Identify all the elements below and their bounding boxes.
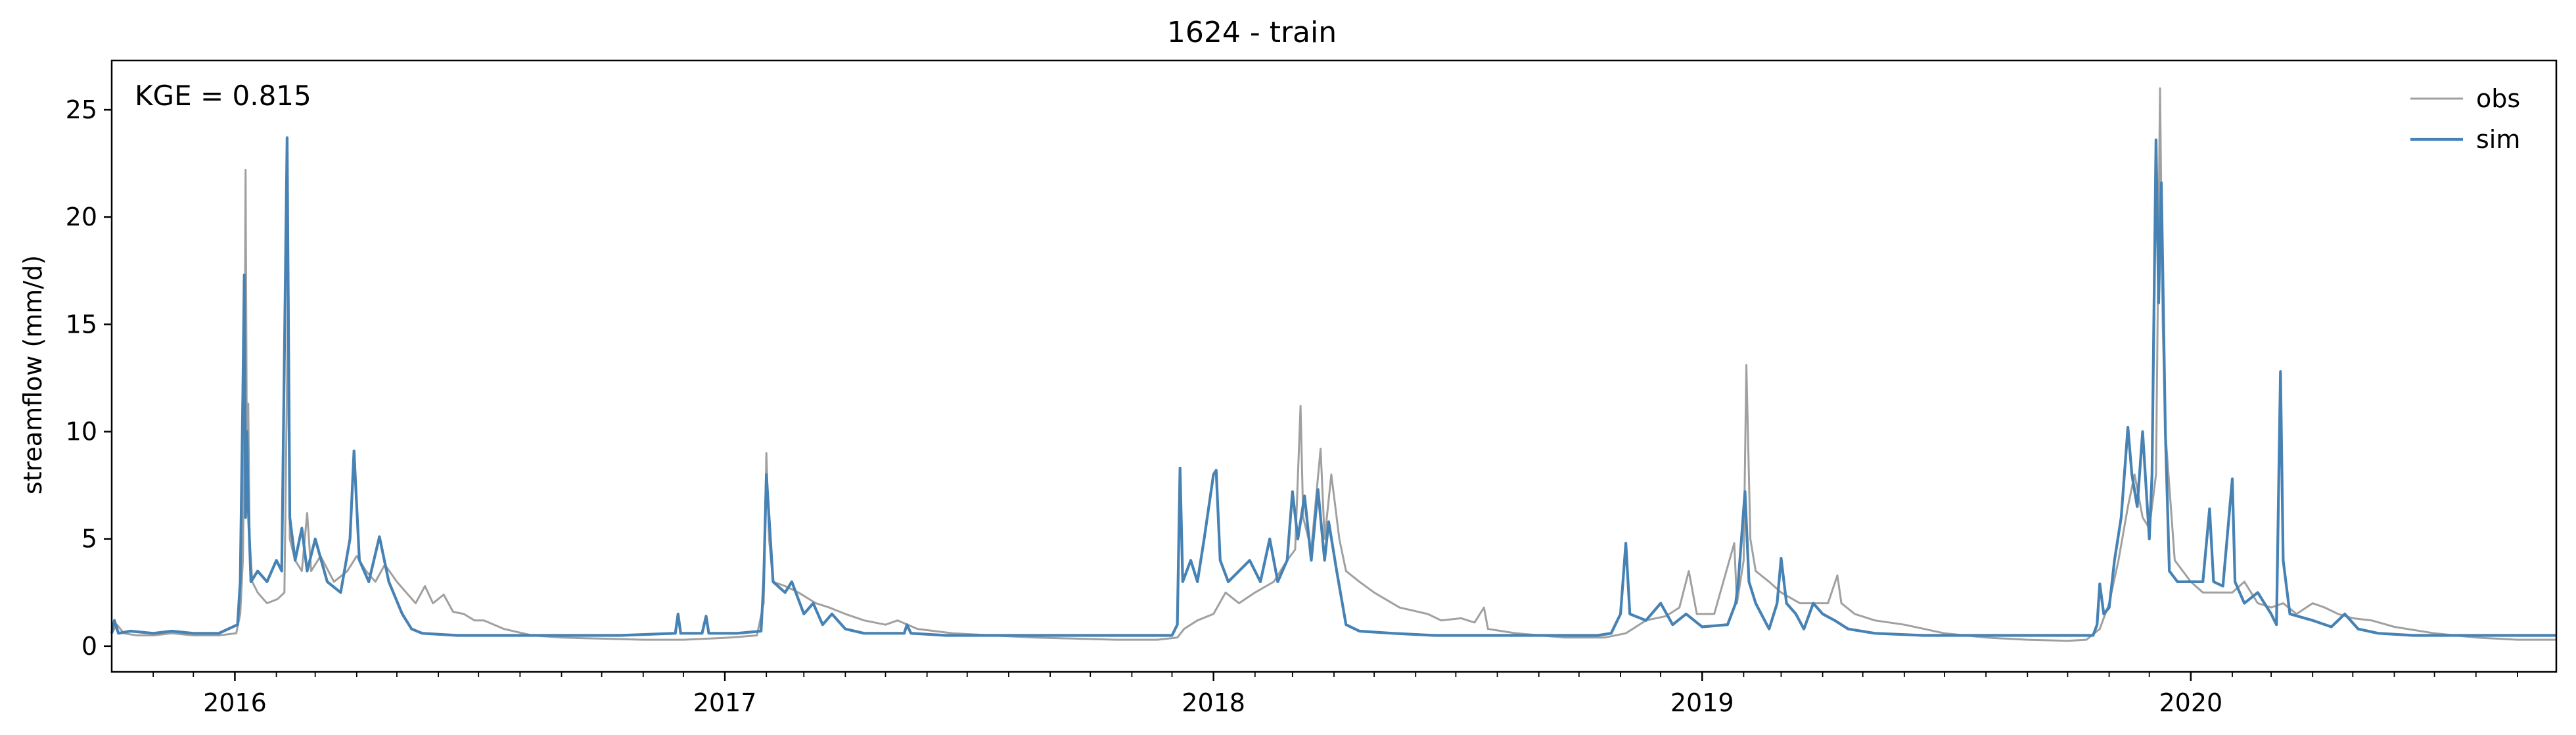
series-layer — [110, 87, 2556, 642]
y-tick-label: 5 — [81, 525, 97, 554]
plot-area — [110, 59, 2558, 673]
y-axis-label: streamflow (mm/d) — [18, 255, 47, 494]
x-axis-ticks: 2016 2017 2018 2019 2020 — [152, 672, 2518, 717]
y-tick-label: 10 — [66, 417, 97, 446]
x-tick-label: 2019 — [1670, 688, 1734, 717]
legend-label-obs: obs — [2476, 84, 2520, 113]
y-tick-label: 0 — [81, 632, 97, 661]
x-tick-label: 2018 — [1182, 688, 1245, 717]
legend: obs sim — [2410, 84, 2520, 154]
legend-label-sim: sim — [2476, 125, 2520, 154]
series-line-sim — [110, 136, 2556, 637]
x-tick-label: 2020 — [2159, 688, 2222, 717]
y-tick-label: 15 — [66, 310, 97, 339]
x-tick-label: 2016 — [203, 688, 267, 717]
kge-annotation: KGE = 0.815 — [135, 80, 311, 112]
y-tick-label: 25 — [66, 95, 97, 124]
x-tick-label: 2017 — [693, 688, 757, 717]
y-tick-label: 20 — [66, 202, 97, 231]
y-axis-ticks: 0 5 10 15 20 25 — [66, 95, 112, 661]
chart-title: 1624 - train — [1167, 16, 1337, 49]
